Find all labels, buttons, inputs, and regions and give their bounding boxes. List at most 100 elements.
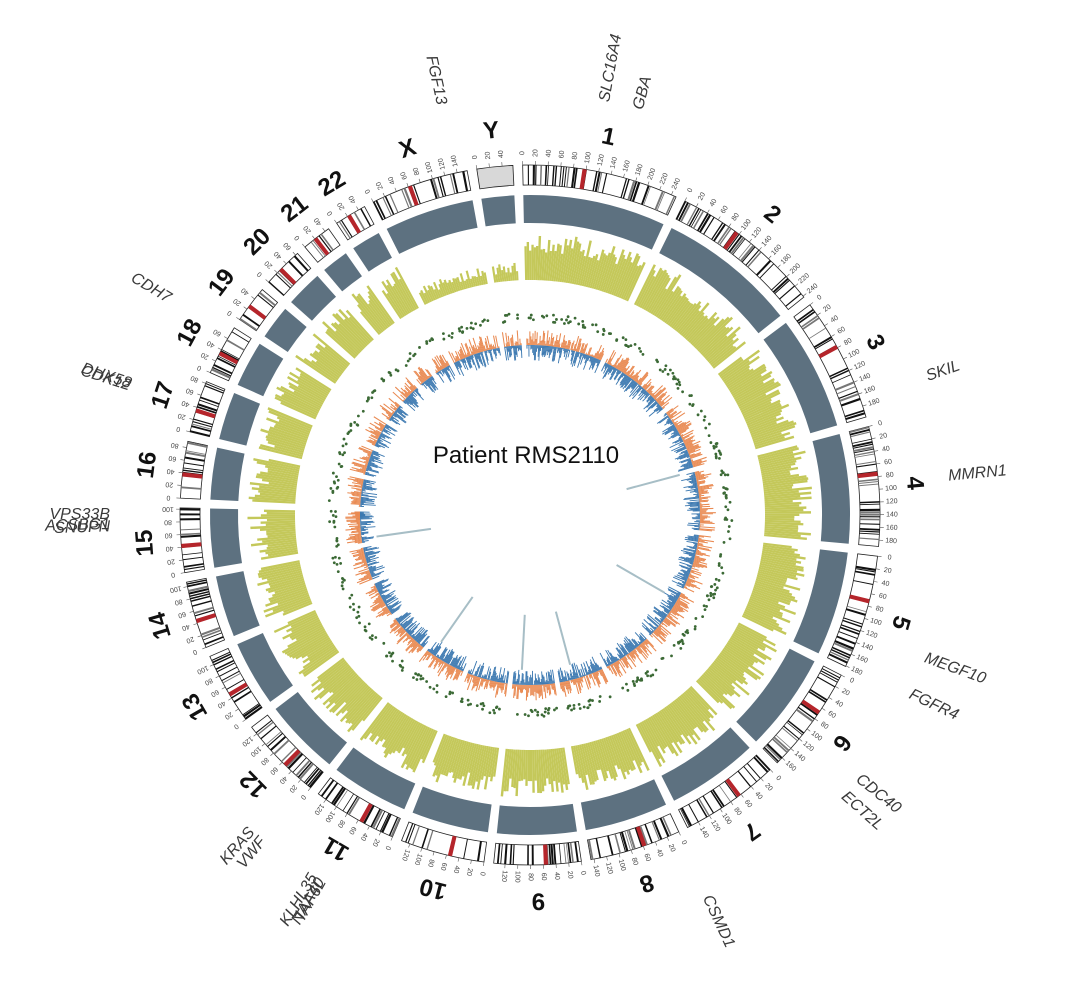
depth-bar-gain — [669, 415, 674, 419]
cytoband — [527, 165, 529, 186]
baf-bar — [362, 696, 383, 722]
tick-mark — [876, 462, 881, 465]
cytoband — [373, 201, 384, 220]
variant-point — [724, 505, 728, 509]
cytoband — [607, 835, 614, 856]
baf-bar — [761, 552, 797, 561]
depth-bar-gain — [384, 424, 386, 426]
depth-bar-loss — [628, 642, 635, 650]
depth-bar-gain — [546, 330, 549, 346]
depth-bar-gain — [563, 681, 566, 687]
depth-bar-gain — [435, 371, 437, 374]
cytoband — [532, 165, 535, 186]
depth-bar-loss — [683, 463, 693, 468]
centromere — [818, 345, 838, 359]
depth-bar-loss — [361, 490, 363, 493]
cytoband — [432, 178, 440, 199]
tick-label: 40 — [181, 622, 191, 631]
baf-bar — [315, 345, 347, 371]
depth-bar-loss — [538, 677, 541, 685]
variant-point — [450, 332, 454, 335]
depth-bar-gain — [518, 344, 520, 346]
cnv-block-chr-17 — [219, 393, 261, 446]
depth-bar-gain — [437, 662, 447, 677]
tick-mark — [470, 860, 472, 865]
depth-bar-gain — [505, 346, 507, 347]
tick-label: 200 — [647, 167, 658, 180]
depth-bar-gain — [405, 377, 417, 390]
cytoband — [299, 763, 314, 780]
depth-bar-loss — [559, 667, 564, 682]
tick-label: 60 — [268, 765, 279, 776]
depth-bar-gain — [371, 450, 373, 453]
baf-bar — [290, 613, 318, 628]
tick-label: 80 — [190, 374, 200, 383]
depth-bar-gain — [617, 359, 624, 370]
baf-bar — [267, 470, 299, 478]
cytoband — [859, 516, 880, 518]
depth-bar-gain — [608, 351, 617, 365]
tick-mark — [728, 223, 732, 228]
baf-bar — [589, 741, 599, 771]
cytoband — [554, 165, 558, 186]
baf-bar — [448, 739, 462, 773]
depth-bar-loss — [405, 620, 417, 632]
depth-bar-loss — [512, 672, 515, 685]
baf-bar — [743, 611, 783, 631]
depth-bar-gain — [352, 500, 361, 502]
tick-mark — [274, 269, 278, 274]
baf-bar — [325, 676, 361, 710]
depth-bar-gain — [370, 585, 376, 589]
cytoband — [796, 308, 814, 322]
depth-bar-gain — [643, 641, 649, 648]
depth-bar-loss — [639, 633, 646, 641]
baf-bar — [718, 653, 745, 674]
depth-bar-gain — [607, 665, 611, 671]
baf-bar — [762, 546, 795, 554]
variant-point — [567, 321, 570, 325]
depth-bar-gain — [355, 518, 361, 520]
depth-bar-loss — [361, 533, 365, 536]
baf-bar — [558, 748, 566, 785]
cytoband — [370, 808, 381, 828]
depth-bar-gain — [559, 346, 561, 348]
depth-bar-gain — [696, 476, 709, 480]
cnv-block-chr-20 — [291, 275, 337, 321]
depth-bar-gain — [559, 682, 562, 690]
baf-bar — [553, 243, 560, 282]
depth-bar-loss — [667, 588, 681, 596]
tick-mark — [243, 306, 248, 310]
depth-bar-loss — [392, 414, 397, 418]
cytoband — [183, 563, 204, 568]
depth-bar-loss — [463, 358, 467, 363]
baf-bar — [268, 574, 304, 586]
depth-bar-loss — [510, 345, 513, 350]
depth-bar-gain — [636, 377, 642, 384]
baf-bar — [265, 578, 305, 592]
depth-bar-gain — [666, 614, 681, 625]
depth-bar-loss — [482, 676, 485, 679]
baf-bar — [265, 465, 300, 474]
depth-bar-loss — [368, 461, 375, 465]
variant-point — [385, 654, 389, 658]
depth-bar-gain — [666, 405, 679, 415]
cytoband — [437, 177, 444, 197]
depth-bar-loss — [473, 354, 480, 369]
depth-bar-loss — [360, 521, 375, 524]
depth-bar-loss — [448, 656, 454, 665]
centromere — [279, 267, 297, 285]
tick-label: 40 — [387, 175, 396, 185]
variant-point — [696, 413, 700, 417]
depth-bar-loss — [496, 678, 499, 682]
depth-bar-gain — [472, 346, 476, 355]
depth-bar-gain — [676, 420, 691, 430]
variant-point — [635, 680, 639, 683]
depth-bar-gain — [692, 460, 703, 465]
depth-bar-loss — [609, 368, 617, 380]
cytoband — [318, 235, 332, 253]
tick-label: 140 — [591, 865, 600, 878]
depth-bar-loss — [619, 658, 621, 660]
baf-bar — [451, 281, 457, 293]
variant-point — [374, 636, 378, 639]
variant-point — [460, 700, 464, 704]
